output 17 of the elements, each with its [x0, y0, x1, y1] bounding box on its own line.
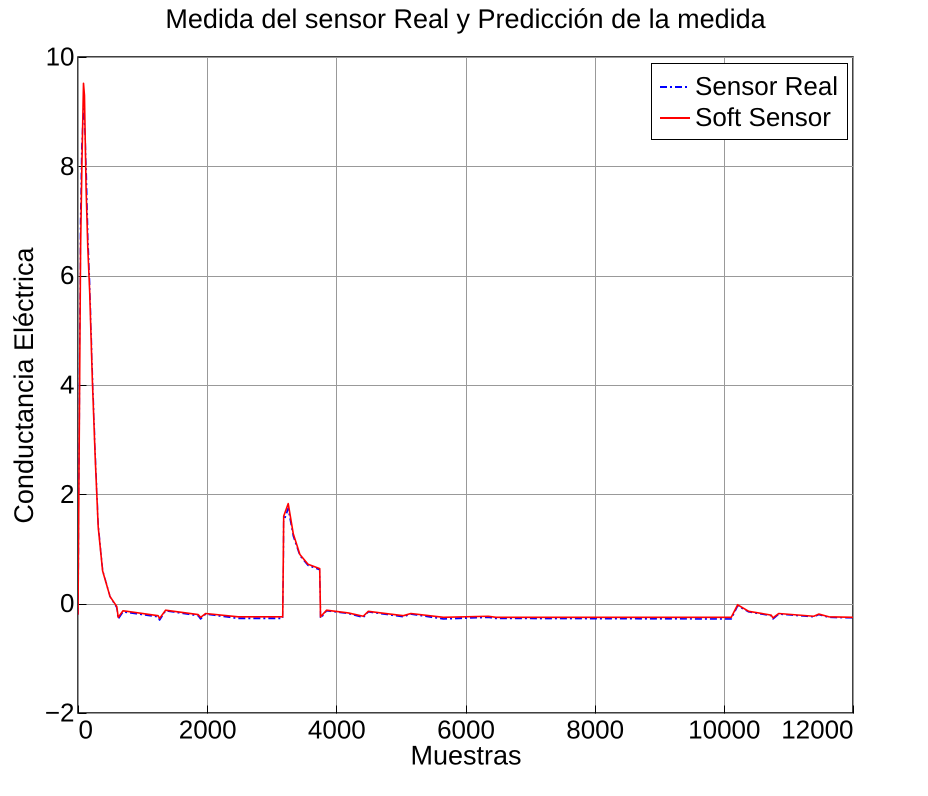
x-tick-label: 2000	[178, 714, 237, 744]
x-tick-label: 8000	[566, 714, 624, 744]
y-axis-title: Conductancia Eléctrica	[8, 246, 39, 524]
y-tick-label: −2	[44, 698, 74, 728]
y-tick-label: 8	[60, 150, 74, 181]
x-tick-label: 10000	[688, 714, 760, 744]
y-tick-label: 6	[60, 260, 74, 290]
y-tick-label: 0	[60, 588, 74, 618]
legend-label: Soft Sensor	[695, 102, 832, 132]
y-tick-label: 2	[60, 478, 74, 509]
y-tick-label: 4	[60, 370, 74, 400]
legend-label: Sensor Real	[695, 71, 838, 101]
x-tick-label: 12000	[781, 714, 854, 744]
y-tick-label: 10	[46, 42, 74, 72]
chart-title: Medida del sensor Real y Predicción de la medida	[165, 4, 767, 34]
x-tick-label: 0	[78, 714, 93, 744]
x-tick-label: 4000	[308, 714, 366, 744]
